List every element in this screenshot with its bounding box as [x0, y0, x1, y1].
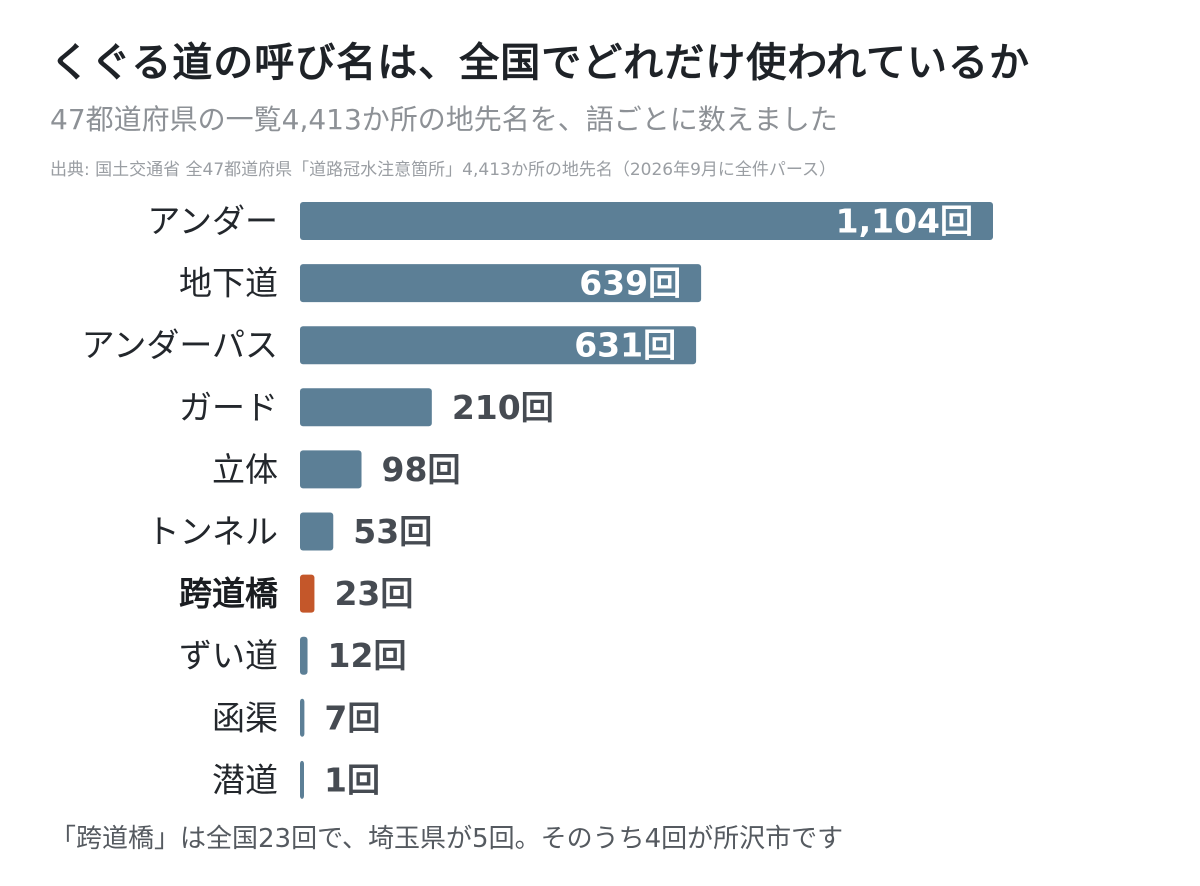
value-label: 7回 — [324, 698, 380, 737]
value-label: 1回 — [324, 760, 380, 799]
chart-subtitle: 47都道府県の一覧4,413か所の地先名を、語ごとに数えました — [50, 103, 838, 136]
bar — [300, 202, 993, 240]
value-label: 1,104回 — [836, 202, 973, 241]
category-label: アンダーパス — [82, 326, 278, 365]
category-label: 地下道 — [179, 264, 278, 303]
category-label: アンダー — [147, 202, 278, 241]
chart-title: くぐる道の呼び名は、全国でどれだけ使われているか — [50, 40, 1030, 86]
bar — [300, 450, 362, 489]
bar — [300, 388, 432, 427]
footnote: 「跨道橋」は全国23回で、埼玉県が5回。そのうち4回が所沢市です — [50, 824, 844, 854]
category-label: 跨道橋 — [179, 574, 279, 613]
source-note: 出典: 国土交通省 全47都道府県「道路冠水注意箇所」4,413か所の地先名（2… — [50, 160, 837, 180]
value-label: 98回 — [382, 450, 461, 489]
bar — [300, 574, 315, 613]
bar — [300, 698, 305, 737]
value-label: 53回 — [353, 512, 432, 551]
category-label: ガード — [179, 388, 278, 427]
category-label: 立体 — [212, 450, 278, 489]
category-label: ずい道 — [179, 636, 278, 675]
bar — [300, 636, 308, 675]
value-label: 23回 — [334, 574, 413, 613]
value-label: 639回 — [579, 264, 681, 303]
category-label: 函渠 — [212, 698, 278, 737]
value-label: 12回 — [328, 636, 407, 675]
bar — [300, 326, 697, 365]
category-label: 潜道 — [212, 760, 278, 799]
bar — [300, 512, 334, 551]
bar — [300, 264, 702, 303]
value-label: 210回 — [452, 388, 554, 427]
value-label: 631回 — [574, 326, 676, 365]
category-label: トンネル — [147, 512, 278, 551]
bar — [300, 760, 304, 799]
